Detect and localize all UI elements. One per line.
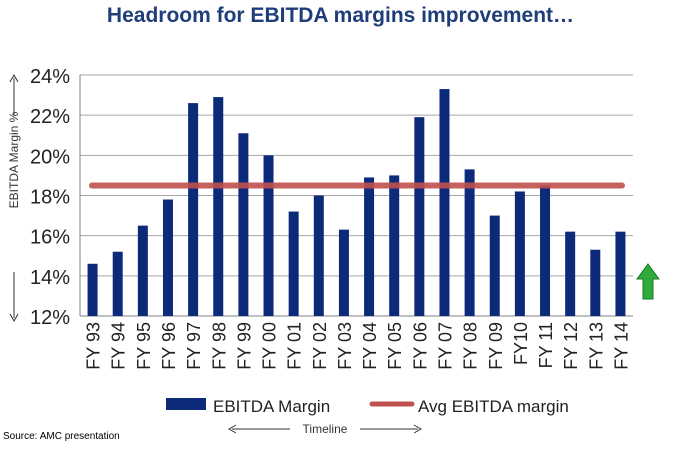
bar <box>288 211 299 316</box>
source-note: Source: AMC presentation <box>3 431 120 442</box>
up-arrow-icon <box>636 263 660 300</box>
bar <box>364 177 375 316</box>
bar <box>263 155 274 316</box>
bar <box>414 117 425 316</box>
x-tick-label: FY 95 <box>134 322 154 370</box>
bar <box>389 175 400 316</box>
bar <box>238 133 249 316</box>
y-tick-label: 16% <box>30 227 70 249</box>
x-tick-label: FY 94 <box>109 322 129 370</box>
x-tick-label: FY 06 <box>410 322 430 370</box>
legend-label-bars: EBITDA Margin <box>213 397 330 416</box>
x-axis-arrowhead-right <box>413 424 423 434</box>
up-arrow-shape <box>636 263 660 300</box>
bar <box>514 191 525 316</box>
bar <box>464 169 475 316</box>
bar <box>188 103 199 316</box>
x-tick-label: FY10 <box>511 322 531 365</box>
bar <box>489 215 500 316</box>
y-axis-label-group: EBITDA Margin % <box>7 73 21 323</box>
x-tick-label: FY 13 <box>586 322 606 370</box>
legend-label-average: Avg EBITDA margin <box>418 397 569 416</box>
bar <box>112 251 123 316</box>
x-tick-label: FY 05 <box>385 322 405 370</box>
bar <box>439 89 450 316</box>
grid <box>79 74 633 317</box>
x-tick-label: FY 00 <box>260 322 280 370</box>
x-tick-label: FY 09 <box>486 322 506 370</box>
x-tick-label: FY 93 <box>84 322 104 370</box>
bar <box>313 195 324 316</box>
bar <box>565 231 576 316</box>
x-axis-label: Timeline <box>303 422 348 436</box>
bar <box>162 199 173 316</box>
x-tick-label: FY 07 <box>435 322 455 370</box>
legend: EBITDA Margin Avg EBITDA margin <box>166 397 569 416</box>
x-tick-label: FY 03 <box>335 322 355 370</box>
x-tick-label: FY 02 <box>310 322 330 370</box>
x-axis-label-group: Timeline <box>227 422 423 436</box>
legend-swatch-bars <box>166 398 206 410</box>
y-tick-label: 20% <box>30 146 70 168</box>
y-axis-label: EBITDA Margin % <box>7 111 21 208</box>
x-tick-label: FY 11 <box>536 322 556 368</box>
bar <box>213 97 224 316</box>
x-tick-label: FY 08 <box>461 322 481 370</box>
x-axis-arrowhead-left <box>227 424 237 434</box>
y-tick-label: 12% <box>30 307 70 329</box>
x-tick-label: FY 04 <box>360 322 380 370</box>
bars <box>87 89 626 316</box>
y-axis-arrowhead-up <box>9 73 19 83</box>
bar <box>540 185 551 316</box>
bar <box>615 231 626 316</box>
x-tick-label: FY 96 <box>159 322 179 370</box>
y-axis-ticks: 12% 14% 16% 18% 20% 22% 24% <box>30 66 70 329</box>
bar <box>338 229 349 316</box>
x-tick-label: FY 12 <box>561 322 581 370</box>
x-axis-ticks: FY 93 FY 94 FY 95 FY 96 FY 97 FY 98 FY 99 FY 00… <box>84 322 632 370</box>
y-tick-label: 22% <box>30 106 70 128</box>
x-tick-label: FY 99 <box>234 322 254 370</box>
y-tick-label: 18% <box>30 187 70 209</box>
bar <box>87 263 98 316</box>
x-tick-label: FY 98 <box>209 322 229 370</box>
chart-title: Headroom for EBITDA margins improvement… <box>106 4 575 27</box>
y-axis-arrowhead-down <box>9 313 19 323</box>
bar <box>137 225 148 316</box>
y-tick-label: 14% <box>30 267 70 289</box>
x-tick-label: FY 01 <box>285 322 305 370</box>
y-tick-label: 24% <box>30 66 70 88</box>
bar <box>590 249 601 316</box>
x-tick-label: FY 14 <box>611 322 631 370</box>
x-tick-label: FY 97 <box>184 322 204 370</box>
